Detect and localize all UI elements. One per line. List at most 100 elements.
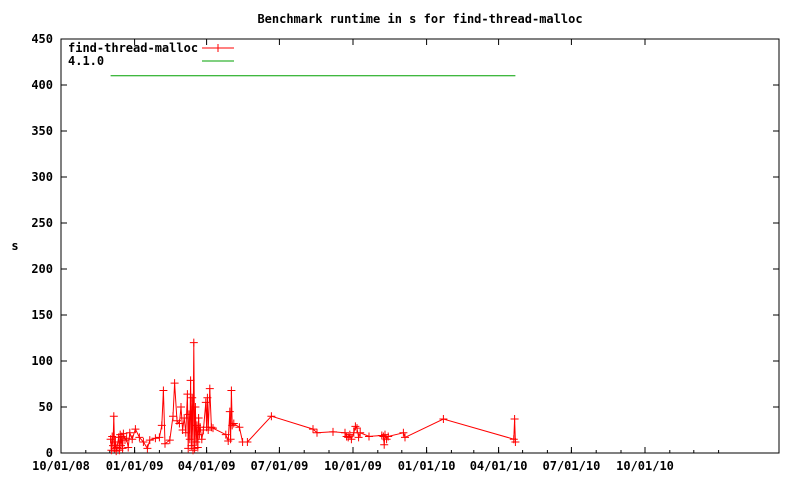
data-point	[111, 437, 120, 446]
data-point	[235, 423, 244, 432]
y-axis: 0 50 100 150 200 250 300 350 400 450	[31, 32, 779, 460]
data-point	[209, 424, 217, 433]
y-tick-label: 200	[31, 262, 53, 276]
data-point	[185, 435, 194, 444]
data-point	[203, 393, 212, 402]
data-point	[225, 407, 234, 416]
data-point	[313, 428, 321, 437]
data-point	[401, 433, 409, 442]
data-point	[188, 393, 197, 402]
data-point	[342, 432, 351, 441]
data-point	[191, 403, 200, 411]
y-tick-label: 350	[31, 124, 53, 138]
x-tick-label: 04/01/09	[178, 459, 236, 473]
data-point	[165, 436, 174, 445]
data-point	[229, 419, 238, 428]
data-point	[226, 435, 235, 444]
y-tick-label: 150	[31, 308, 53, 322]
data-point	[193, 443, 202, 452]
data-point	[108, 432, 117, 441]
data-point	[329, 427, 337, 436]
legend-label: find-thread-malloc	[68, 41, 198, 55]
data-point	[185, 410, 193, 419]
data-point	[377, 431, 386, 440]
y-tick-label: 0	[46, 446, 53, 460]
data-point	[354, 433, 363, 442]
x-tick-label: 07/01/10	[543, 459, 601, 473]
data-point	[169, 412, 177, 421]
data-point	[380, 440, 389, 449]
data-point	[145, 436, 154, 445]
data-point	[341, 428, 349, 437]
y-tick-label: 450	[31, 32, 53, 46]
data-point	[345, 430, 354, 439]
data-point	[347, 435, 356, 444]
data-point	[189, 338, 198, 347]
data-point	[143, 444, 152, 453]
y-tick-label: 400	[31, 78, 53, 92]
chart-title: Benchmark runtime in s for find-thread-m…	[257, 12, 582, 26]
x-tick-label: 07/01/09	[251, 459, 309, 473]
y-tick-label: 100	[31, 354, 53, 368]
data-point	[131, 425, 140, 434]
data-point	[194, 414, 203, 423]
data-point	[112, 447, 121, 456]
data-point	[205, 384, 214, 393]
data-point	[161, 439, 169, 448]
data-point	[221, 430, 230, 439]
data-point	[155, 433, 164, 442]
y-tick-label: 50	[39, 400, 53, 414]
data-point	[128, 435, 137, 444]
data-point	[107, 446, 116, 455]
data-point	[399, 428, 408, 437]
data-point	[124, 443, 133, 452]
y-tick-label: 300	[31, 170, 53, 184]
data-point	[125, 428, 134, 437]
x-tick-label: 01/01/10	[398, 459, 456, 473]
data-point	[157, 421, 166, 430]
data-point	[118, 444, 127, 453]
data-point	[119, 429, 128, 438]
legend-label: 4.1.0	[68, 54, 104, 68]
data-point	[439, 414, 448, 423]
x-tick-label: 10/01/10	[616, 459, 674, 473]
data-point	[159, 386, 168, 395]
data-point	[243, 437, 252, 446]
data-point	[190, 444, 199, 453]
data-point	[116, 430, 125, 439]
data-point	[510, 414, 519, 423]
data-point	[121, 436, 129, 445]
x-tick-label: 10/01/08	[32, 459, 90, 473]
x-axis: 10/01/08 01/01/09 04/01/09 07/01/09 10/01/09…	[32, 39, 720, 473]
data-point	[356, 428, 365, 437]
data-point	[139, 437, 148, 446]
data-point	[267, 412, 276, 421]
data-point	[180, 414, 189, 423]
series-line	[110, 342, 516, 452]
y-tick-label: 250	[31, 216, 53, 230]
data-point	[384, 432, 393, 441]
data-point	[365, 432, 373, 441]
data-point	[135, 433, 144, 442]
y-axis-label: s	[11, 239, 18, 253]
data-point	[177, 403, 185, 411]
x-tick-label: 10/01/09	[324, 459, 382, 473]
data-point	[151, 434, 160, 443]
data-point	[195, 430, 204, 439]
data-point	[227, 386, 236, 395]
x-tick-label: 01/01/09	[106, 459, 164, 473]
data-point	[189, 446, 197, 455]
data-point	[192, 437, 201, 446]
data-point	[511, 437, 520, 446]
data-point	[122, 434, 131, 443]
data-point	[207, 423, 216, 432]
data-point	[201, 398, 210, 407]
data-point	[193, 421, 201, 430]
series-0	[106, 338, 520, 456]
legend-marker	[214, 44, 222, 52]
x-tick-label: 04/01/10	[470, 459, 528, 473]
data-point	[186, 376, 195, 385]
data-point	[170, 379, 179, 388]
